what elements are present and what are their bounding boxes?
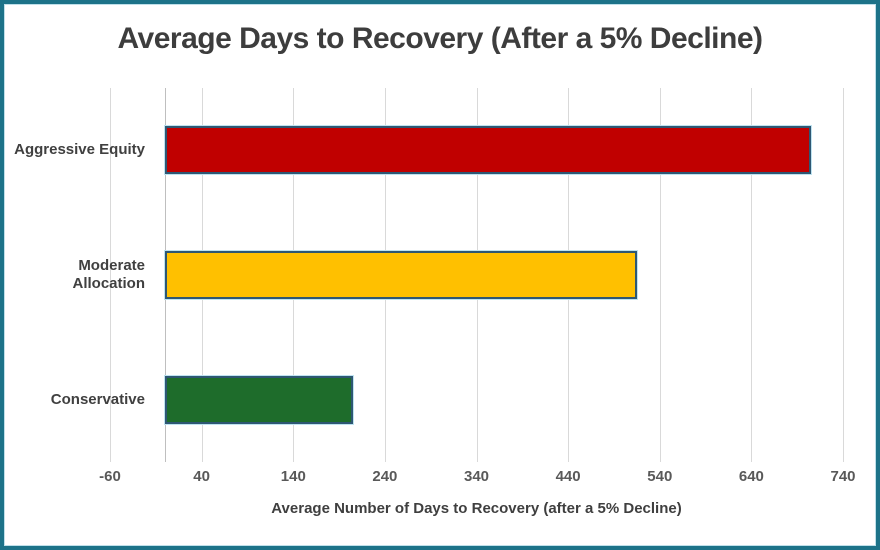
chart-title: Average Days to Recovery (After a 5% Dec… — [117, 22, 764, 55]
tick-label: 340 — [463, 468, 490, 485]
tick-label: 140 — [280, 468, 306, 485]
category-label: Aggressive Equity — [14, 141, 145, 159]
x-axis-title: Average Number of Days to Recovery (afte… — [271, 500, 682, 517]
plot-area — [110, 88, 844, 462]
tick-label: 40 — [193, 468, 210, 485]
category-axis-labels: Aggressive Equity Moderate Allocation Cons… — [8, 88, 155, 462]
category-label: Conservative — [50, 390, 145, 408]
bar-moderate-allocation — [165, 251, 637, 299]
gridline — [110, 88, 111, 462]
gridline — [843, 88, 844, 462]
tick-label: 240 — [372, 468, 398, 485]
tick-label: 440 — [555, 468, 581, 485]
gridline — [751, 88, 753, 462]
tick-label: 640 — [738, 468, 764, 485]
tick-label: 540 — [647, 468, 673, 485]
gridline — [659, 88, 661, 462]
tick-label: -60 — [99, 468, 121, 485]
bar-conservative — [165, 375, 353, 424]
value-axis-tick-labels: -60 40 140 240 340 440 540 640 740 — [99, 468, 855, 490]
bar-aggressive-equity — [165, 126, 811, 175]
tick-label: 740 — [830, 468, 856, 485]
category-label: Moderate Allocation — [72, 257, 145, 292]
